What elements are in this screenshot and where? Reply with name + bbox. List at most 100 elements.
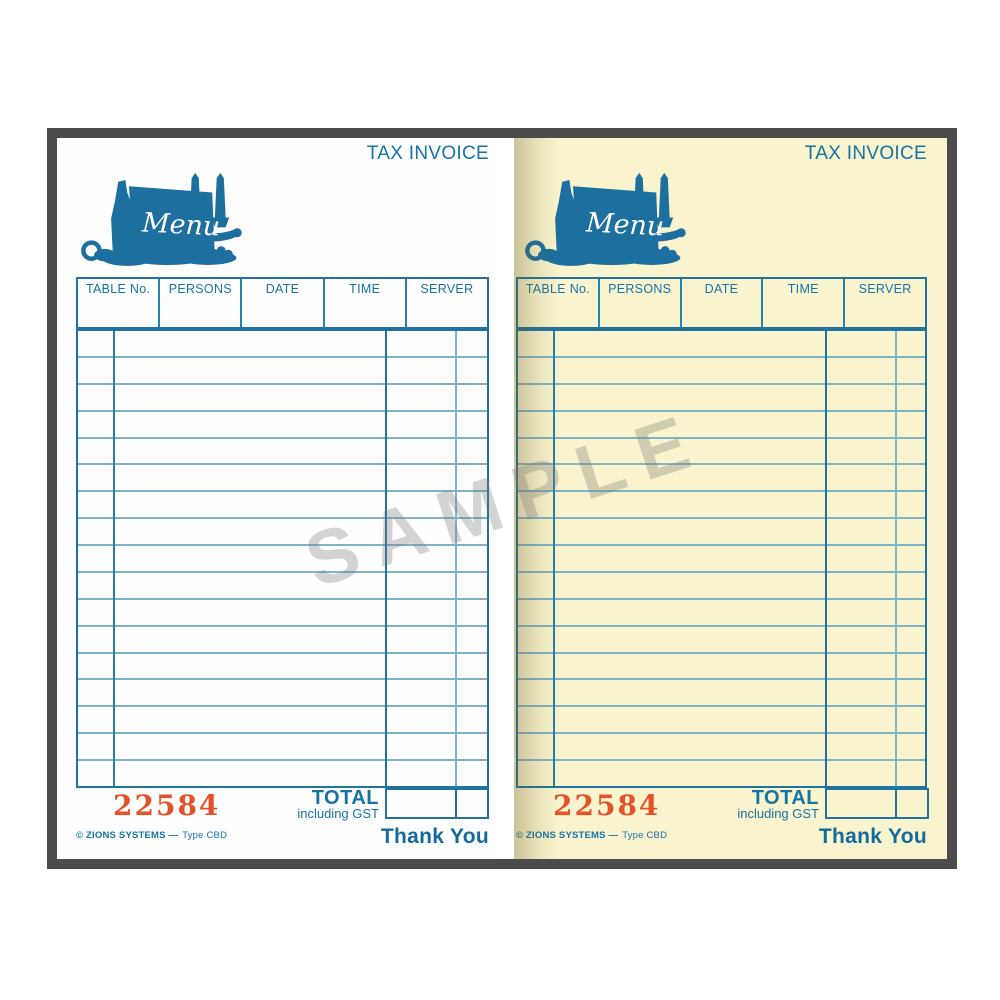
- tax-invoice-title: TAX INVOICE: [366, 143, 489, 164]
- order-line-row: [518, 734, 925, 761]
- candelabra-stem: [647, 232, 657, 255]
- grape-1: [216, 246, 226, 256]
- total-cents-divider: [895, 790, 897, 817]
- header-cell-table-no-: TABLE No.: [78, 279, 161, 327]
- total-label: TOTAL: [311, 787, 379, 809]
- order-line-row: [518, 546, 925, 573]
- order-line-row: [78, 519, 487, 546]
- order-line-row: [518, 412, 925, 439]
- wine-bottle-icon: [555, 179, 579, 257]
- order-line-row: [78, 331, 487, 358]
- menu-sign-text: Menu: [140, 207, 220, 242]
- total-amount-box: [385, 788, 489, 819]
- menu-sign-text: Menu: [584, 207, 664, 242]
- total-gst-sublabel: including GST: [297, 806, 379, 821]
- menu-still-life-illustration: Menu: [81, 172, 242, 266]
- bread-loaf: [171, 244, 200, 256]
- price-column-divider: [825, 331, 827, 786]
- candle-cup-left: [186, 217, 205, 228]
- order-line-row: [78, 680, 487, 708]
- grape-2: [667, 249, 677, 259]
- invoice-copy-cream: TAX INVOICE: [514, 138, 947, 859]
- order-line-row: [518, 600, 925, 627]
- order-line-row: [518, 465, 925, 493]
- serial-number: 22584: [553, 789, 661, 822]
- grape-2: [223, 249, 233, 259]
- candle-left-icon: [633, 172, 645, 218]
- candelabra-curl-left: [617, 228, 627, 238]
- header-cell-server: SERVER: [420, 282, 474, 296]
- order-lines-table: [516, 329, 927, 788]
- order-line-row: [78, 546, 487, 573]
- order-line-row: [78, 492, 487, 520]
- order-line-row: [518, 492, 925, 520]
- order-line-row: [78, 439, 487, 466]
- order-line-row: [518, 439, 925, 466]
- grape-3: [653, 248, 663, 258]
- candle-right-icon: [658, 172, 670, 218]
- zions-systems-brand: © ZIONS SYSTEMS —: [516, 830, 619, 841]
- order-line-row: [78, 465, 487, 493]
- total-label-block: TOTAL including GST: [516, 788, 825, 821]
- header-cell-time: TIME: [763, 279, 846, 327]
- header-cell-persons: PERSONS: [600, 279, 682, 327]
- total-cents-divider: [455, 790, 457, 817]
- candelabra-curl-left: [173, 228, 183, 238]
- cents-column-divider: [455, 331, 457, 786]
- quantity-column-divider: [553, 331, 555, 786]
- cents-column-divider: [895, 331, 897, 786]
- candle-cup-right: [655, 217, 674, 228]
- total-gst-sublabel: including GST: [737, 806, 819, 821]
- form-type-code: Type CBD: [182, 830, 228, 841]
- order-line-row: [78, 600, 487, 627]
- order-line-row: [518, 331, 925, 358]
- order-line-row: [78, 654, 487, 681]
- header-cell-server: SERVER: [858, 282, 912, 296]
- price-column-divider: [385, 331, 387, 786]
- header-cell-date: DATE: [682, 279, 764, 327]
- header-cell-time: TIME: [325, 279, 407, 327]
- order-line-row: [518, 707, 925, 735]
- order-line-row: [78, 358, 487, 385]
- grape-1: [660, 246, 670, 256]
- invoice-copy-white: TAX INVOICE: [57, 138, 496, 859]
- order-line-row: [518, 573, 925, 600]
- teapot-ring: [81, 240, 102, 261]
- thank-you-text: Thank You: [818, 825, 927, 848]
- grape-3: [209, 248, 219, 258]
- candle-right-icon: [214, 172, 226, 218]
- tax-invoice-title: TAX INVOICE: [804, 143, 927, 164]
- order-header-table: TABLE No. PERSONS DATE TIME SERVER: [516, 277, 927, 329]
- order-line-row: [518, 761, 925, 786]
- order-lines-table: [76, 329, 489, 788]
- wine-bottle-icon: [111, 179, 135, 257]
- zions-systems-brand: © ZIONS SYSTEMS —: [76, 830, 179, 841]
- candle-left-icon: [189, 172, 201, 218]
- serial-number: 22584: [113, 789, 221, 822]
- total-label-block: TOTAL including GST: [76, 787, 385, 821]
- teapot-ring: [525, 240, 546, 261]
- order-header-table: TABLE No. PERSONS DATE TIME SERVER: [76, 277, 489, 329]
- order-line-row: [518, 358, 925, 385]
- printer-imprint: © ZIONS SYSTEMS — Type CBD: [76, 830, 227, 841]
- bread-loaf: [615, 244, 644, 256]
- order-line-row: [78, 573, 487, 600]
- order-line-row: [78, 761, 487, 786]
- candelabra-stem: [203, 232, 213, 255]
- order-line-row: [518, 627, 925, 654]
- total-amount-box: [825, 788, 929, 819]
- candelabra-curl-right: [676, 228, 686, 238]
- order-line-row: [78, 734, 487, 761]
- candle-cup-right: [211, 217, 230, 228]
- order-line-row: [518, 654, 925, 681]
- order-line-row: [518, 385, 925, 412]
- thank-you-text: Thank You: [380, 825, 489, 848]
- quantity-column-divider: [113, 331, 115, 786]
- order-line-row: [78, 707, 487, 735]
- header-cell-table-no-: TABLE No.: [518, 279, 600, 327]
- printer-imprint: © ZIONS SYSTEMS — Type CBD: [516, 830, 667, 841]
- candle-cup-left: [630, 217, 649, 228]
- form-type-code: Type CBD: [622, 830, 668, 841]
- candelabra-curl-right: [232, 228, 242, 238]
- invoice-book-photo: TAX INVOICE: [47, 128, 957, 869]
